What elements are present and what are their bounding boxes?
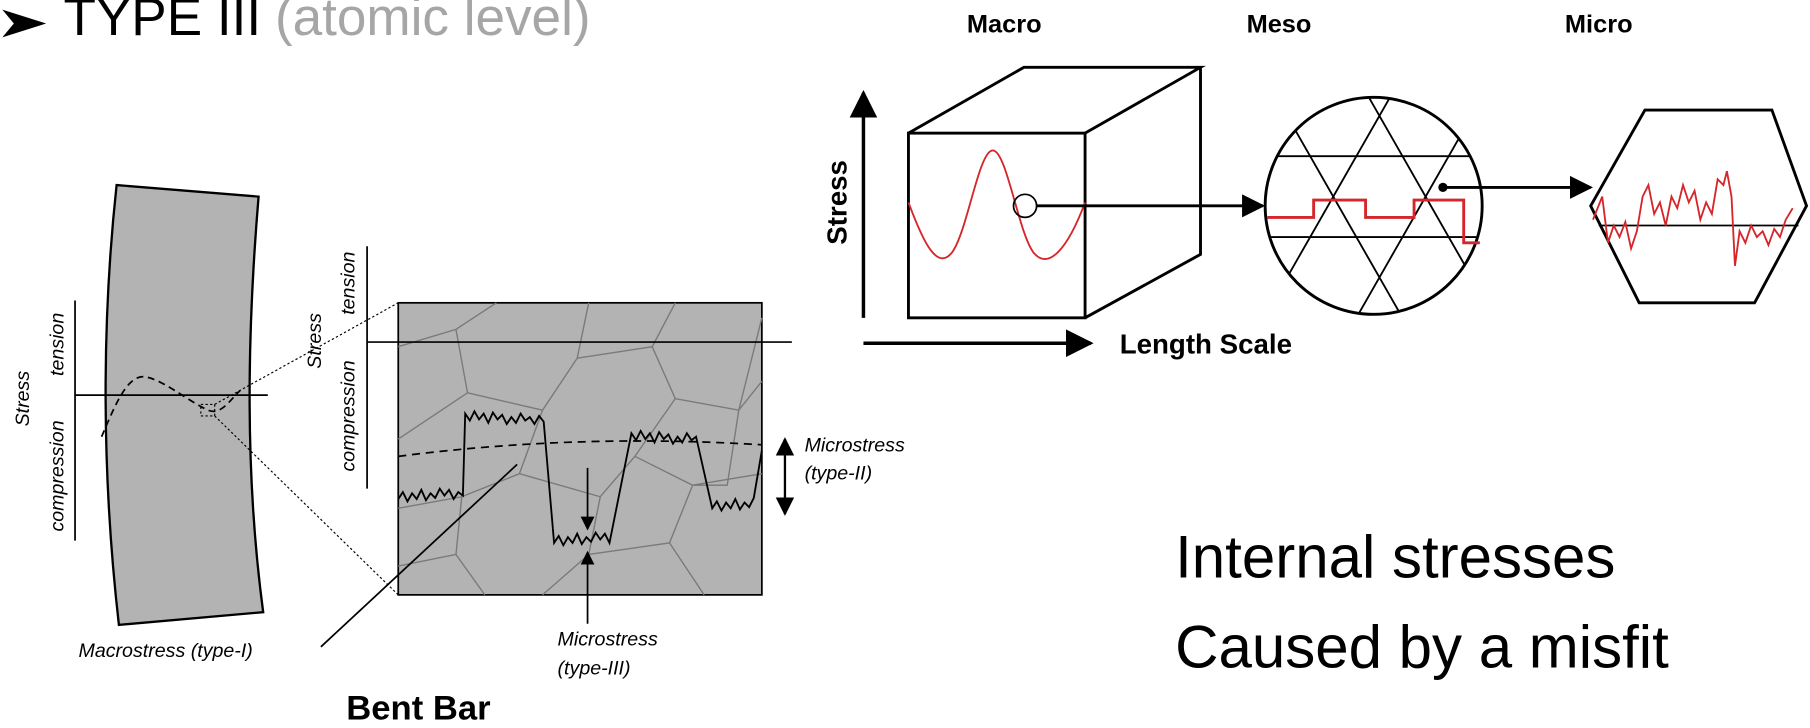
microstress-type3: Microstress (558, 629, 658, 651)
meso-grains (1241, 75, 1518, 317)
statement-line: Internal stresses (1175, 524, 1615, 591)
header-title: TYPE III (atomic level) (63, 0, 590, 47)
cube (908, 67, 1200, 317)
caption: Bent Bar (346, 690, 490, 728)
macrostress-label: Macrostress (type-I) (78, 640, 252, 662)
axis-label: Stress (304, 313, 326, 369)
compression-label: compression (46, 420, 68, 531)
bullet-arrow (2, 10, 46, 38)
header-subtitle: (atomic level) (275, 0, 591, 47)
statement-line: Caused by a misfit (1175, 614, 1669, 681)
bent-bar (106, 185, 264, 625)
axis-label: Stress (12, 371, 34, 427)
microstress-type3: (type-III) (558, 658, 631, 680)
microstress-type2: Microstress (805, 435, 905, 457)
bent-bar-diagram: Stress tension compression Stress tensio… (12, 185, 905, 727)
slide: TYPE III (atomic level) Macro Meso Micro … (0, 0, 1810, 728)
microstress-type2: (type-II) (805, 462, 873, 484)
meso-circle (1265, 97, 1482, 314)
level-label: Meso (1247, 11, 1312, 39)
level-label: Macro (967, 11, 1042, 39)
tension-label: tension (46, 313, 68, 376)
header-title-text: TYPE III (63, 0, 261, 47)
y-axis-label: Stress (822, 160, 853, 245)
x-axis-label: Length Scale (1120, 329, 1292, 360)
tension-label: tension (337, 251, 359, 314)
micro-stress-curve (1593, 171, 1793, 266)
level-label: Micro (1565, 11, 1633, 39)
scale-diagram: Macro Meso Micro Stress Length Scale (822, 11, 1807, 360)
compression-label: compression (337, 360, 359, 471)
